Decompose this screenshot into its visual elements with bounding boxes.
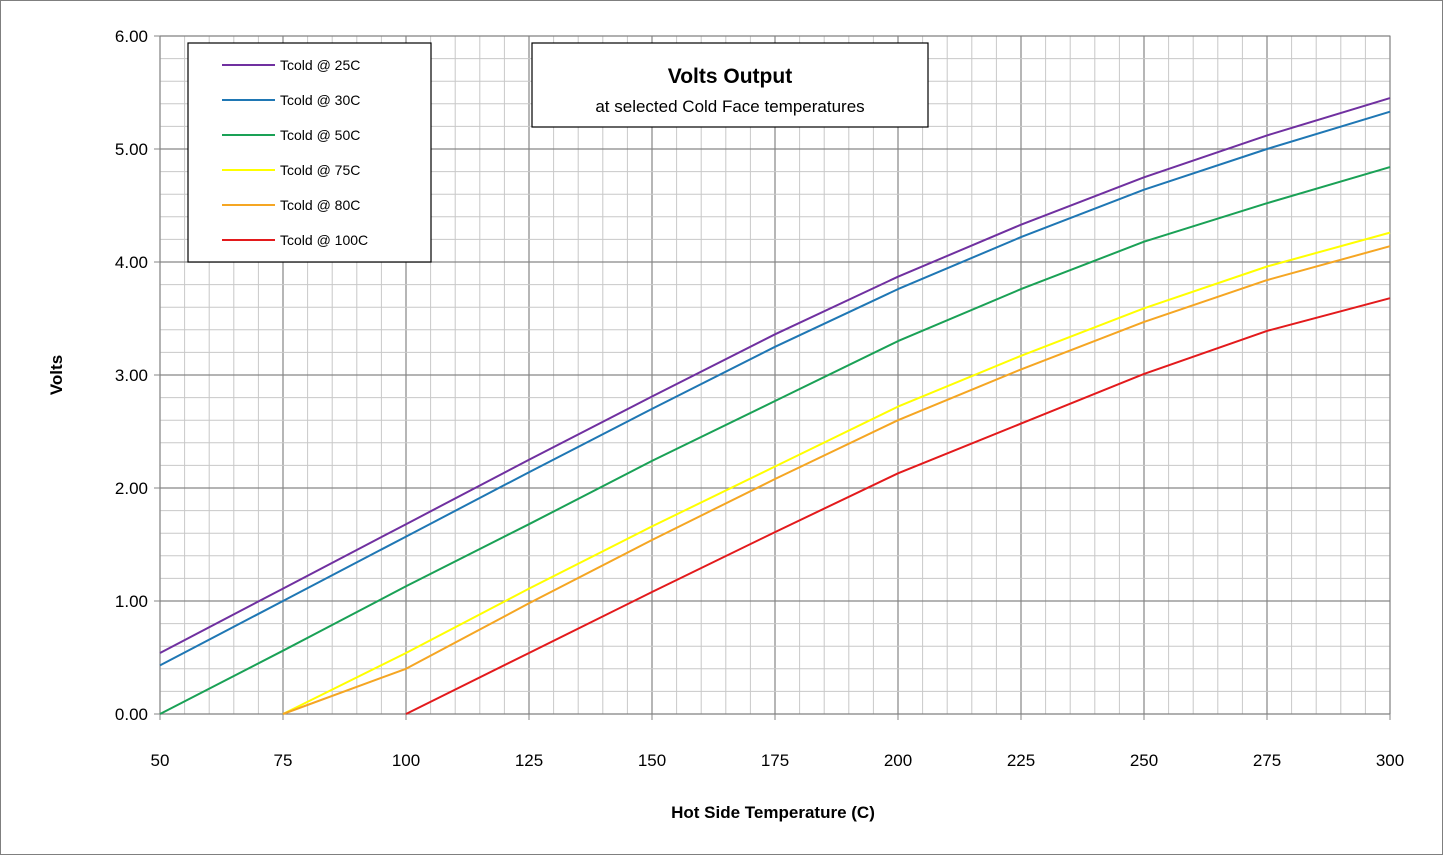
legend-item: Tcold @ 80C bbox=[222, 197, 360, 213]
chart-subtitle: at selected Cold Face temperatures bbox=[595, 97, 864, 116]
legend-label: Tcold @ 75C bbox=[280, 162, 360, 178]
y-tick-label: 5.00 bbox=[115, 140, 148, 159]
x-tick-label: 200 bbox=[884, 751, 912, 770]
y-axis-ticks: 0.00 1.00 2.00 3.00 4.00 5.00 6.00 bbox=[115, 27, 160, 724]
y-tick-label: 4.00 bbox=[115, 253, 148, 272]
x-tick-label: 75 bbox=[274, 751, 293, 770]
legend-label: Tcold @ 100C bbox=[280, 232, 368, 248]
x-tick-label: 250 bbox=[1130, 751, 1158, 770]
y-tick-label: 2.00 bbox=[115, 479, 148, 498]
series-lines bbox=[159, 97, 1391, 715]
legend-item: Tcold @ 100C bbox=[222, 232, 368, 248]
legend-label: Tcold @ 80C bbox=[280, 197, 360, 213]
x-tick-label: 125 bbox=[515, 751, 543, 770]
x-tick-label: 300 bbox=[1376, 751, 1404, 770]
y-tick-label: 1.00 bbox=[115, 592, 148, 611]
x-tick-label: 100 bbox=[392, 751, 420, 770]
y-tick-label: 0.00 bbox=[115, 705, 148, 724]
series-line-tcold-25c bbox=[159, 97, 1391, 654]
legend-item: Tcold @ 25C bbox=[222, 57, 360, 73]
legend: Tcold @ 25C Tcold @ 30C Tcold @ 50C Tcold @… bbox=[187, 42, 432, 263]
legend-label: Tcold @ 25C bbox=[280, 57, 360, 73]
legend-label: Tcold @ 30C bbox=[280, 92, 360, 108]
legend-label: Tcold @ 50C bbox=[280, 127, 360, 143]
x-tick-label: 275 bbox=[1253, 751, 1281, 770]
series-line-tcold-100c bbox=[405, 297, 1391, 715]
legend-item: Tcold @ 50C bbox=[222, 127, 360, 143]
y-tick-label: 6.00 bbox=[115, 27, 148, 46]
legend-item: Tcold @ 30C bbox=[222, 92, 360, 108]
x-axis-title: Hot Side Temperature (C) bbox=[671, 803, 875, 822]
chart-title-box: Volts Output at selected Cold Face tempe… bbox=[531, 42, 929, 128]
x-tick-label: 225 bbox=[1007, 751, 1035, 770]
chart-title: Volts Output bbox=[668, 65, 792, 88]
x-tick-label: 50 bbox=[151, 751, 170, 770]
series-line-tcold-50c bbox=[159, 166, 1391, 715]
x-tick-label: 175 bbox=[761, 751, 789, 770]
series-line-tcold-30c bbox=[159, 110, 1391, 667]
series-line-tcold-80c bbox=[282, 245, 1391, 715]
y-tick-label: 3.00 bbox=[115, 366, 148, 385]
series-line-tcold-75c bbox=[282, 231, 1391, 715]
y-axis-title: Volts bbox=[47, 355, 66, 395]
legend-item: Tcold @ 75C bbox=[222, 162, 360, 178]
x-tick-label: 150 bbox=[638, 751, 666, 770]
x-axis-ticks: 50 75 100 125 150 175 200 225 250 275 300 bbox=[151, 714, 1404, 770]
